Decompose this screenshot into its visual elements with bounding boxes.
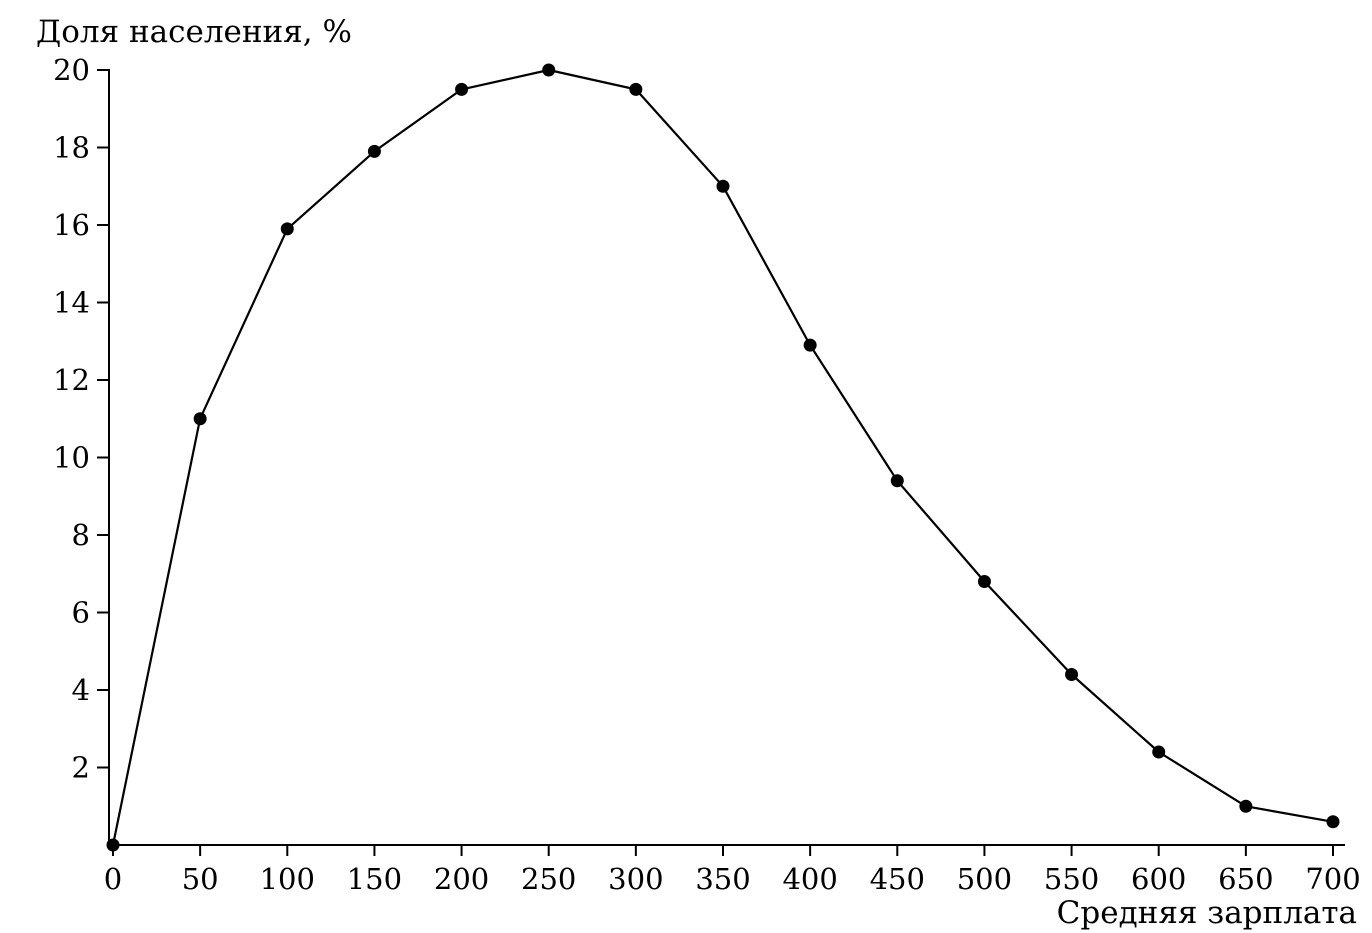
y-axis-ticks: 2 4 6 8 10 12 14 16 18 20: [53, 53, 109, 785]
data-point: [280, 222, 294, 236]
y-tick-label: 20: [53, 53, 90, 87]
data-point: [1152, 745, 1166, 759]
data-point: [106, 838, 120, 852]
data-point: [193, 412, 207, 426]
x-tick-label: 100: [260, 862, 315, 896]
x-tick-label: 50: [182, 862, 219, 896]
x-tick-label: 500: [957, 862, 1012, 896]
y-tick-label: 16: [53, 208, 90, 242]
x-tick-label: 350: [695, 862, 750, 896]
y-tick-label: 8: [72, 518, 90, 552]
y-tick-label: 14: [53, 286, 90, 320]
x-tick-label: 200: [434, 862, 489, 896]
data-point: [803, 338, 817, 352]
y-tick-label: 18: [53, 131, 90, 165]
data-point: [1239, 799, 1253, 813]
data-point: [542, 63, 556, 77]
y-tick-label: 6: [72, 596, 90, 630]
data-point: [629, 82, 643, 96]
x-tick-label: 300: [608, 862, 663, 896]
y-tick-label: 2: [72, 751, 90, 785]
x-tick-label: 250: [521, 862, 576, 896]
y-axis-title: Доля населения, %: [36, 14, 352, 50]
x-tick-label: 650: [1218, 862, 1273, 896]
data-point: [977, 575, 991, 588]
x-tick-label: 400: [782, 862, 837, 896]
x-tick-label: 150: [347, 862, 402, 896]
data-point: [1065, 668, 1079, 681]
data-point: [716, 179, 730, 193]
data-point: [890, 474, 904, 488]
y-tick-label: 4: [72, 673, 90, 707]
data-point: [1326, 815, 1340, 829]
series-group: [106, 63, 1340, 852]
x-axis-ticks: 0 50 100 150 200 250 300 350 400 450 500 550 600 650 7…: [104, 845, 1361, 896]
data-point: [455, 82, 469, 96]
data-point: [367, 144, 381, 158]
x-tick-label: 700: [1305, 862, 1360, 896]
x-tick-label: 600: [1131, 862, 1186, 896]
x-tick-label: 450: [870, 862, 925, 896]
x-tick-label: 550: [1044, 862, 1099, 896]
x-tick-label: 0: [104, 862, 122, 896]
x-axis-title: Средняя зарплата: [1057, 895, 1357, 931]
y-tick-label: 10: [53, 441, 90, 475]
y-tick-label: 12: [53, 363, 90, 397]
